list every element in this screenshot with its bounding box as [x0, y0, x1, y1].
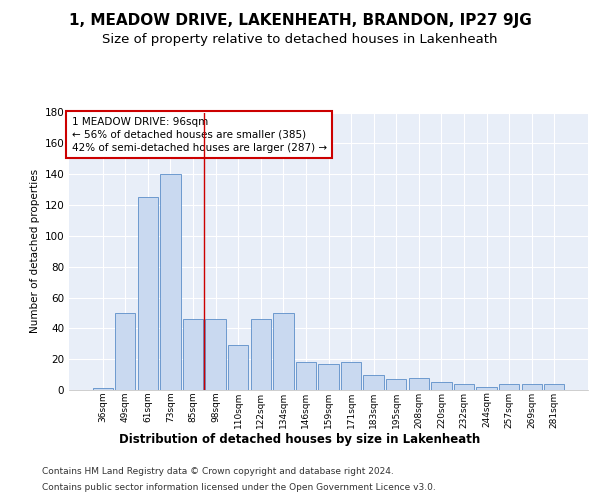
Bar — [273, 313, 293, 390]
Bar — [251, 319, 271, 390]
Text: Contains HM Land Registry data © Crown copyright and database right 2024.: Contains HM Land Registry data © Crown c… — [42, 468, 394, 476]
Bar — [544, 384, 565, 390]
Bar — [409, 378, 429, 390]
Bar — [296, 362, 316, 390]
Bar — [521, 384, 542, 390]
Bar — [138, 198, 158, 390]
Bar — [454, 384, 474, 390]
Bar — [341, 362, 361, 390]
Bar — [183, 319, 203, 390]
Bar — [92, 388, 113, 390]
Bar — [499, 384, 519, 390]
Text: Size of property relative to detached houses in Lakenheath: Size of property relative to detached ho… — [102, 32, 498, 46]
Bar — [364, 374, 384, 390]
Bar — [115, 313, 136, 390]
Bar — [205, 319, 226, 390]
Text: Distribution of detached houses by size in Lakenheath: Distribution of detached houses by size … — [119, 432, 481, 446]
Bar — [476, 387, 497, 390]
Bar — [386, 379, 406, 390]
Bar — [431, 382, 452, 390]
Text: 1, MEADOW DRIVE, LAKENHEATH, BRANDON, IP27 9JG: 1, MEADOW DRIVE, LAKENHEATH, BRANDON, IP… — [68, 12, 532, 28]
Bar — [228, 346, 248, 390]
Bar — [160, 174, 181, 390]
Y-axis label: Number of detached properties: Number of detached properties — [30, 169, 40, 334]
Bar — [319, 364, 338, 390]
Text: Contains public sector information licensed under the Open Government Licence v3: Contains public sector information licen… — [42, 482, 436, 492]
Text: 1 MEADOW DRIVE: 96sqm
← 56% of detached houses are smaller (385)
42% of semi-det: 1 MEADOW DRIVE: 96sqm ← 56% of detached … — [71, 116, 327, 153]
